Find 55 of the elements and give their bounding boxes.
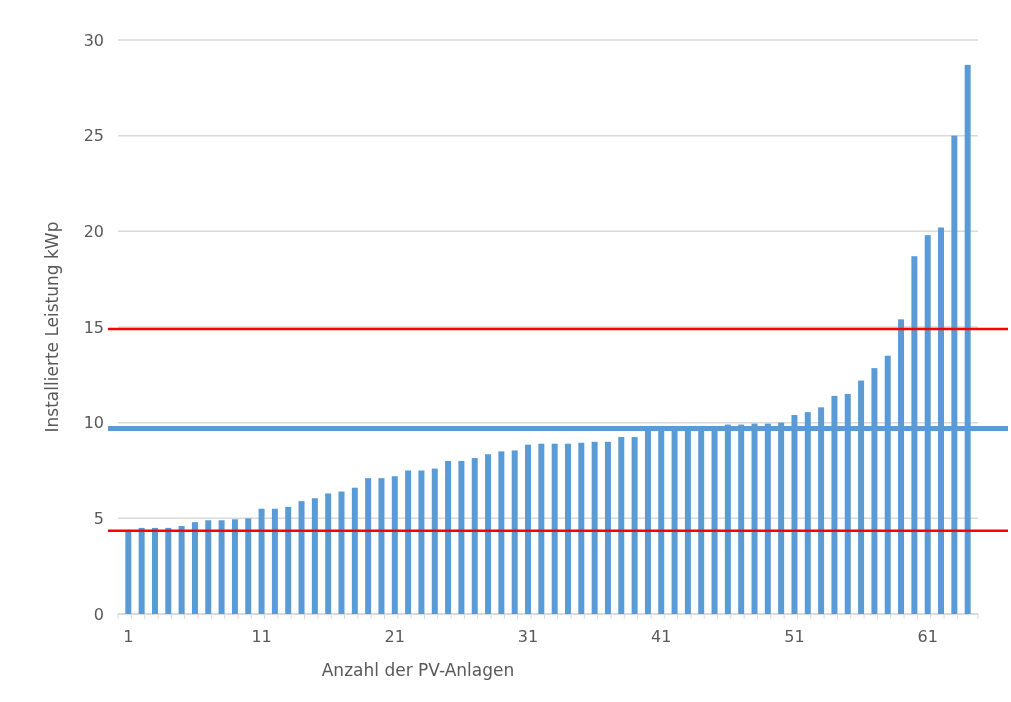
- y-axis-title: Installierte Leistung kWp: [42, 221, 62, 433]
- bar: [365, 478, 372, 614]
- bar: [498, 451, 505, 614]
- bar: [338, 491, 345, 614]
- bar: [191, 522, 198, 614]
- x-tick-label: 11: [251, 627, 272, 646]
- bar: [165, 527, 172, 614]
- bar: [405, 470, 412, 614]
- bar: [391, 476, 398, 614]
- x-tick-label: 61: [917, 627, 938, 646]
- bar: [604, 441, 611, 614]
- bar: [178, 525, 185, 614]
- bar: [325, 493, 332, 614]
- bar: [138, 527, 145, 614]
- bar: [258, 508, 265, 614]
- bar: [618, 437, 625, 614]
- y-tick-label: 10: [83, 413, 104, 433]
- bar: [351, 487, 358, 614]
- bar: [485, 454, 492, 614]
- y-tick-label: 20: [83, 221, 104, 241]
- bar: [591, 441, 598, 614]
- y-tick-label: 25: [83, 126, 104, 146]
- bar: [431, 468, 438, 614]
- bar: [578, 442, 585, 614]
- y-tick-label: 15: [83, 317, 104, 337]
- y-tick-label: 0: [93, 604, 104, 624]
- bar: [631, 437, 638, 614]
- bar: [271, 508, 278, 614]
- bar: [538, 443, 545, 614]
- bar: [285, 506, 292, 614]
- y-tick-label: 5: [93, 508, 104, 528]
- bar: [471, 458, 478, 614]
- bar: [564, 443, 571, 614]
- bar: [418, 470, 425, 614]
- bar: [231, 519, 238, 614]
- x-axis-title: Anzahl der PV-Anlagen: [321, 660, 515, 680]
- bar: [525, 444, 532, 614]
- bar: [205, 520, 212, 614]
- bar: [311, 498, 318, 614]
- bar: [445, 460, 452, 614]
- bar: [151, 527, 158, 614]
- bar: [378, 478, 385, 614]
- bar: [511, 450, 518, 614]
- x-tick-label: 41: [651, 627, 672, 646]
- bar: [298, 501, 305, 614]
- bar: [218, 520, 225, 614]
- x-tick-label: 51: [784, 627, 805, 646]
- x-tick-label: 1: [123, 627, 134, 646]
- y-tick-label: 30: [83, 30, 104, 50]
- bar: [458, 460, 465, 614]
- x-tick-label: 31: [517, 627, 539, 646]
- bar: [551, 443, 558, 614]
- x-tick-label: 21: [384, 627, 405, 646]
- bar: [245, 518, 252, 614]
- bar: [125, 529, 132, 614]
